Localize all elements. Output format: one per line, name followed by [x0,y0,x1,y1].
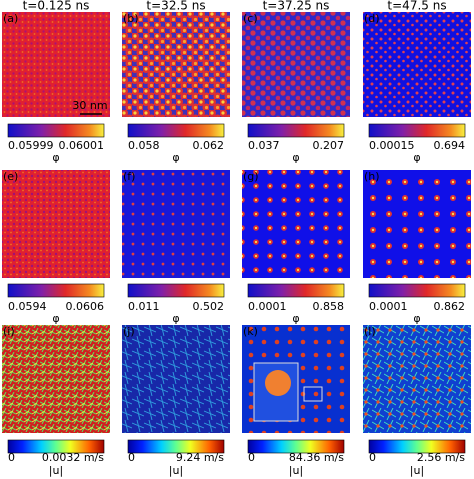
colorbar-max: 0.862 [434,300,466,313]
colorbar-min: 0.0594 [8,300,47,313]
colorbar-symbol: φ [413,151,420,164]
column-title: t=0.125 ns [23,0,90,13]
colorbar [7,439,105,454]
colorbar [368,439,466,454]
field-image [363,325,471,433]
colorbar-max: 0.502 [193,300,225,313]
colorbar-max: 0.0032 m/s [42,451,104,464]
colorbar-min: 0.037 [248,139,280,152]
colorbar-max: 0.858 [313,300,345,313]
colorbar-min: 0.00015 [369,139,415,152]
colorbar-max: 0.0606 [66,300,105,313]
panel-label: (l) [364,325,376,338]
field-image [122,170,230,278]
colorbar-symbol: φ [52,312,59,325]
inset-marker [303,386,323,402]
field-image [2,325,110,433]
colorbar-min: 0.058 [128,139,160,152]
panel-label: (k) [243,325,258,338]
colorbar-max: 0.062 [193,139,225,152]
colorbar-max: 0.06001 [59,139,105,152]
field-image [122,12,230,117]
colorbar-symbol: |u| [49,464,63,477]
panel-label: (e) [3,170,18,183]
colorbar-symbol: φ [292,312,299,325]
colorbar-symbol: |u| [289,464,303,477]
panel-label: (h) [364,170,380,183]
colorbar [7,283,105,298]
colorbar-symbol: φ [172,151,179,164]
inset-drop [265,370,291,396]
colorbar-min: 0.0001 [369,300,408,313]
panel-label: (i) [3,325,15,338]
colorbar [368,123,466,138]
colorbar [247,283,345,298]
colorbar-min: 0 [128,451,135,464]
colorbar-min: 0.0001 [248,300,287,313]
column-title: t=47.5 ns [387,0,446,13]
colorbar-max: 84.36 m/s [289,451,344,464]
panel-label: (c) [243,12,258,25]
column-title: t=37.25 ns [263,0,330,13]
field-image [242,12,350,117]
panel-label: (g) [243,170,259,183]
colorbar [127,439,225,454]
field-image [363,12,471,117]
scale-bar-label: 30 nm [72,99,107,112]
field-image [363,170,471,278]
panel-label: (a) [3,12,18,25]
colorbar-min: 0.011 [128,300,160,313]
colorbar-symbol: φ [172,312,179,325]
colorbar-symbol: |u| [169,464,183,477]
panel-label: (d) [364,12,380,25]
field-image [122,325,230,433]
panel-label: (j) [123,325,135,338]
colorbar [7,123,105,138]
colorbar-max: 2.56 m/s [417,451,465,464]
colorbar [368,283,466,298]
colorbar-max: 0.207 [313,139,345,152]
colorbar-min: 0 [8,451,15,464]
field-image [2,12,110,117]
column-title: t=32.5 ns [146,0,205,13]
field-image [242,170,350,278]
colorbar-min: 0.05999 [8,139,54,152]
colorbar-max: 0.694 [434,139,466,152]
colorbar-symbol: φ [292,151,299,164]
colorbar [247,439,345,454]
colorbar-min: 0 [369,451,376,464]
panel-label: (b) [123,12,139,25]
colorbar [247,123,345,138]
colorbar-symbol: φ [413,312,420,325]
panel-label: (f) [123,170,135,183]
colorbar-symbol: φ [52,151,59,164]
colorbar [127,123,225,138]
colorbar-min: 0 [248,451,255,464]
colorbar-symbol: |u| [410,464,424,477]
colorbar-max: 9.24 m/s [176,451,224,464]
field-image [2,170,110,278]
colorbar [127,283,225,298]
